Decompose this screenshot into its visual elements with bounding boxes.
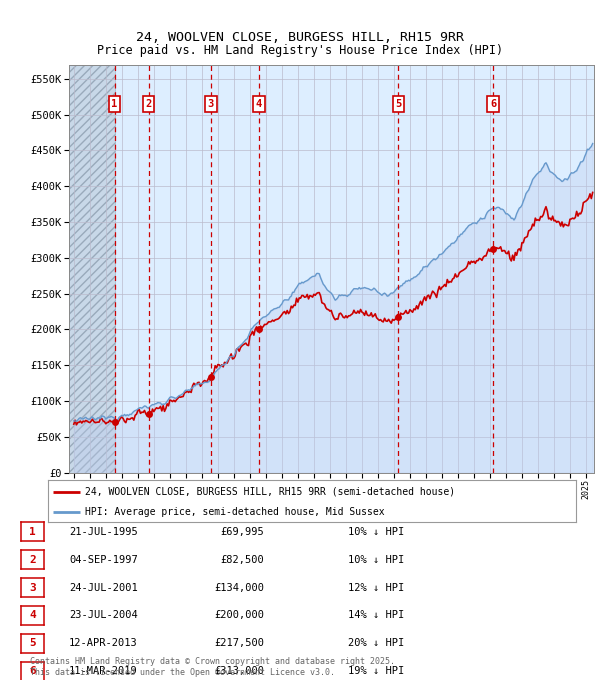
Text: £200,000: £200,000: [214, 611, 264, 620]
Text: 19% ↓ HPI: 19% ↓ HPI: [348, 666, 404, 676]
Text: 11-MAR-2019: 11-MAR-2019: [69, 666, 138, 676]
Text: 1: 1: [112, 99, 118, 109]
Text: 4: 4: [256, 99, 262, 109]
Text: Price paid vs. HM Land Registry's House Price Index (HPI): Price paid vs. HM Land Registry's House …: [97, 44, 503, 57]
Text: 2: 2: [29, 555, 36, 564]
Text: 1: 1: [29, 527, 36, 537]
Bar: [66, 65, 115, 473]
Text: 3: 3: [29, 583, 36, 592]
Text: 24, WOOLVEN CLOSE, BURGESS HILL, RH15 9RR (semi-detached house): 24, WOOLVEN CLOSE, BURGESS HILL, RH15 9R…: [85, 487, 455, 497]
Text: 10% ↓ HPI: 10% ↓ HPI: [348, 527, 404, 537]
Text: Contains HM Land Registry data © Crown copyright and database right 2025.
This d: Contains HM Land Registry data © Crown c…: [30, 657, 395, 677]
Text: 12-APR-2013: 12-APR-2013: [69, 639, 138, 648]
Text: £134,000: £134,000: [214, 583, 264, 592]
Text: £69,995: £69,995: [220, 527, 264, 537]
Text: 6: 6: [29, 666, 36, 676]
Text: 21-JUL-1995: 21-JUL-1995: [69, 527, 138, 537]
Text: 3: 3: [208, 99, 214, 109]
Text: 24-JUL-2001: 24-JUL-2001: [69, 583, 138, 592]
Text: 24, WOOLVEN CLOSE, BURGESS HILL, RH15 9RR: 24, WOOLVEN CLOSE, BURGESS HILL, RH15 9R…: [136, 31, 464, 44]
Text: 6: 6: [490, 99, 496, 109]
Text: 20% ↓ HPI: 20% ↓ HPI: [348, 639, 404, 648]
Text: 5: 5: [395, 99, 401, 109]
Text: £82,500: £82,500: [220, 555, 264, 564]
Text: 04-SEP-1997: 04-SEP-1997: [69, 555, 138, 564]
Text: 14% ↓ HPI: 14% ↓ HPI: [348, 611, 404, 620]
Text: 23-JUL-2004: 23-JUL-2004: [69, 611, 138, 620]
Text: 2: 2: [146, 99, 152, 109]
Text: £217,500: £217,500: [214, 639, 264, 648]
Text: 12% ↓ HPI: 12% ↓ HPI: [348, 583, 404, 592]
Text: £313,000: £313,000: [214, 666, 264, 676]
Text: 4: 4: [29, 611, 36, 620]
Text: HPI: Average price, semi-detached house, Mid Sussex: HPI: Average price, semi-detached house,…: [85, 507, 385, 517]
Text: 5: 5: [29, 639, 36, 648]
Text: 10% ↓ HPI: 10% ↓ HPI: [348, 555, 404, 564]
